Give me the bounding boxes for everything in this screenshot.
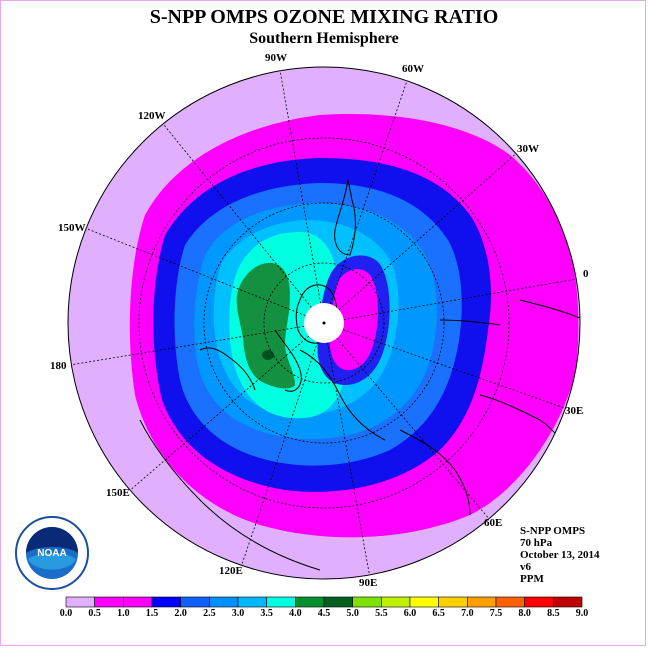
map-title: S-NPP OMPS OZONE MIXING RATIO [149,6,499,28]
colorbar-tick-label: 0.5 [88,608,101,619]
info-date: October 13, 2014 [520,549,600,561]
lon-label-90e: 90E [359,577,378,589]
lon-label-120w: 120W [138,110,166,122]
vortex-core [329,269,379,371]
info-instrument: S-NPP OMPS [520,525,586,537]
map-border [67,66,581,580]
colorbar-tick-label: 4.5 [317,608,331,619]
colorbar-tick-label: 1.5 [145,608,159,619]
info-block: S-NPP OMPS 70 hPa October 13, 2014 v6 PP… [520,525,600,585]
colorbar-tick-label: 2.0 [174,608,187,619]
colorbar-tick-label: 7.5 [489,608,503,619]
colorbar-tick-label: 5.0 [346,608,359,619]
lon-label-30e: 30E [565,405,584,417]
colorbar-tick-label: 7.0 [461,608,474,619]
colorbar-tick-label: 1.0 [117,608,130,619]
colorbar-tick-label: 6.5 [432,608,445,619]
colorbar-tick-label: 6.0 [403,608,417,619]
lon-label-150w: 150W [58,222,86,234]
colorbar-tick-label: 3.0 [231,608,245,619]
colorbar-tick-label: 4.0 [289,608,302,619]
colorbar-tick-label: 0.0 [59,608,73,619]
colorbar-tick-label: 8.0 [518,608,531,619]
logo-text: NOAA [37,548,66,559]
lon-label-90w: 90W [265,52,287,64]
colorbar-tick-label: 8.5 [547,608,560,619]
map-subtitle: Southern Hemisphere [249,30,399,47]
colorbar-tick-label: 5.5 [375,608,388,619]
lon-label-30w: 30W [517,143,539,155]
info-level: 70 hPa [520,537,553,549]
lon-label-60w: 60W [402,63,424,75]
pole-dot [322,321,326,325]
region-5.0 [262,350,274,360]
noaa-logo-icon: NOAA [15,516,89,590]
lon-label-180: 180 [50,360,67,372]
lon-label-60e: 60E [484,517,503,529]
lon-label-150e: 150E [106,487,130,499]
colorbar-tick-label: 3.5 [260,608,273,619]
region-4.5 [236,262,295,389]
colorbar-tick-label: 2.5 [203,608,216,619]
graticule [69,69,580,579]
info-units: PPM [520,573,544,585]
lon-label-0: 0 [583,268,589,280]
info-version: v6 [520,561,531,573]
colorbar-tick-label: 9.0 [575,608,589,619]
lon-label-120e: 120E [219,565,243,577]
